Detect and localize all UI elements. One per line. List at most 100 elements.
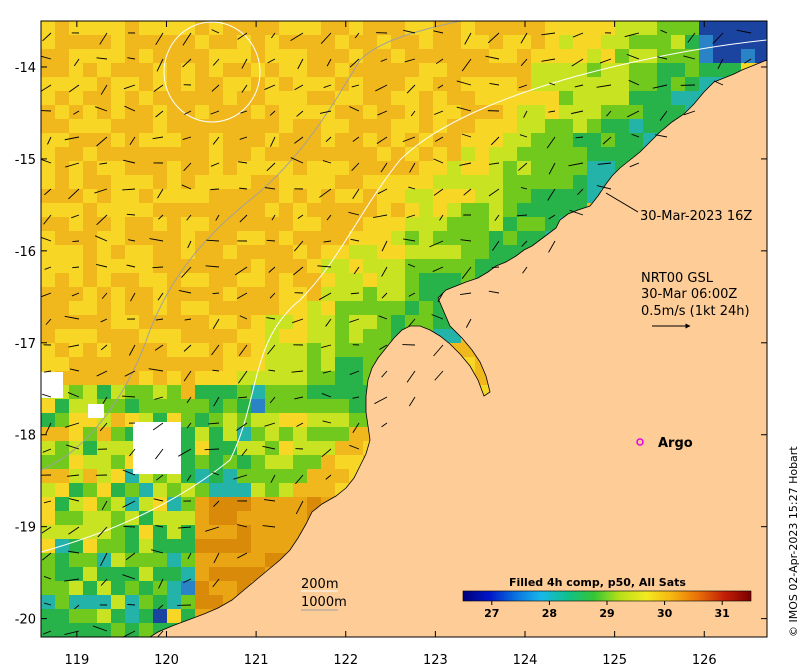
sst-cell (139, 203, 154, 218)
current-vector (149, 238, 164, 242)
sst-cell (377, 245, 392, 260)
sst-cell (433, 91, 448, 106)
current-vector (122, 630, 136, 637)
surface-current-vectors (41, 29, 752, 637)
sst-cell (55, 581, 70, 596)
current-vector (264, 187, 276, 190)
sst-cell (223, 553, 238, 568)
sst-cell (293, 147, 308, 162)
current-vector (211, 84, 220, 92)
sst-cell (69, 161, 84, 176)
current-vector (183, 162, 192, 172)
sst-cell (125, 203, 140, 218)
sst-cell (139, 259, 154, 274)
sst-cell (69, 91, 84, 106)
plot-frame (40, 20, 768, 638)
sst-cell (55, 497, 70, 512)
sst-cell (223, 371, 238, 386)
sst-cell (657, 35, 672, 50)
sst-cell (321, 35, 336, 50)
sst-cell (223, 315, 238, 330)
sst-cell (363, 273, 378, 288)
sst-cell (517, 35, 532, 50)
sst-cell (125, 553, 140, 568)
sst-cell (153, 595, 168, 610)
sst-cell (69, 301, 84, 316)
sst-cell (97, 343, 112, 358)
sst-cell (489, 203, 504, 218)
sst-cell (97, 567, 112, 582)
sst-cell (69, 273, 84, 288)
sst-cell (97, 189, 112, 204)
sst-cell (111, 427, 126, 442)
sst-cell (97, 301, 112, 316)
sst-cell (55, 273, 70, 288)
sst-cell (447, 217, 462, 232)
sst-cell (153, 385, 168, 400)
sst-cell (69, 595, 84, 610)
current-vector (353, 266, 360, 275)
sst-cell (41, 539, 56, 554)
sst-cell (167, 231, 182, 246)
current-vector (102, 396, 108, 404)
sst-cell (167, 287, 182, 302)
sst-cell (447, 91, 462, 106)
sst-cell (251, 497, 266, 512)
current-vector (574, 84, 584, 88)
sst-cell (279, 371, 294, 386)
current-vector (241, 84, 248, 93)
sst-cell (223, 455, 238, 470)
sst-cell (335, 63, 350, 78)
sst-cell (97, 315, 112, 330)
sst-cell (195, 119, 210, 134)
current-vector (322, 420, 332, 424)
sst-cell (139, 525, 154, 540)
sst-cell (559, 35, 574, 50)
sst-cell (293, 329, 308, 344)
sst-cell (377, 21, 392, 36)
sst-cell (335, 77, 350, 92)
current-vector (490, 136, 500, 146)
sst-cell (335, 147, 350, 162)
sst-cell (125, 147, 140, 162)
sst-cell (293, 357, 308, 372)
sst-cell (97, 63, 112, 78)
current-vector (461, 266, 472, 279)
current-vector (456, 80, 472, 86)
sst-cell (83, 567, 98, 582)
current-vector (263, 499, 276, 502)
sst-cell (97, 91, 112, 106)
current-vector (406, 84, 416, 94)
sst-cell (279, 525, 294, 540)
sst-cell (181, 525, 196, 540)
current-vector (571, 58, 584, 67)
sst-cell (433, 119, 448, 134)
sst-cell (293, 189, 308, 204)
sst-cell (55, 357, 70, 372)
sst-cell (41, 203, 56, 218)
sst-cell (237, 35, 252, 50)
current-legend: NRT00 GSL 30-Mar 06:00Z 0.5m/s (1kt 24h) (641, 271, 750, 329)
sst-cell (153, 357, 168, 372)
sst-cell (181, 161, 196, 176)
sst-cell (573, 147, 588, 162)
sst-cell (69, 455, 84, 470)
sst-cell (69, 217, 84, 232)
sst-cell (321, 371, 336, 386)
sst-cell (55, 287, 70, 302)
sst-cell (125, 105, 140, 120)
sst-cell (69, 567, 84, 582)
sst-cell (363, 133, 378, 148)
sst-cell (55, 133, 70, 148)
sst-cell (419, 189, 434, 204)
sst-cell (153, 315, 168, 330)
colorbar-ticks: 27 28 29 30 31 (484, 601, 730, 620)
sst-cell (195, 273, 210, 288)
sst-cell (195, 105, 210, 120)
sst-cell (601, 105, 616, 120)
current-vector (122, 574, 136, 580)
sst-cell (83, 203, 98, 218)
sst-cell (237, 259, 252, 274)
sst-cell (335, 231, 350, 246)
sst-cell (601, 119, 616, 134)
